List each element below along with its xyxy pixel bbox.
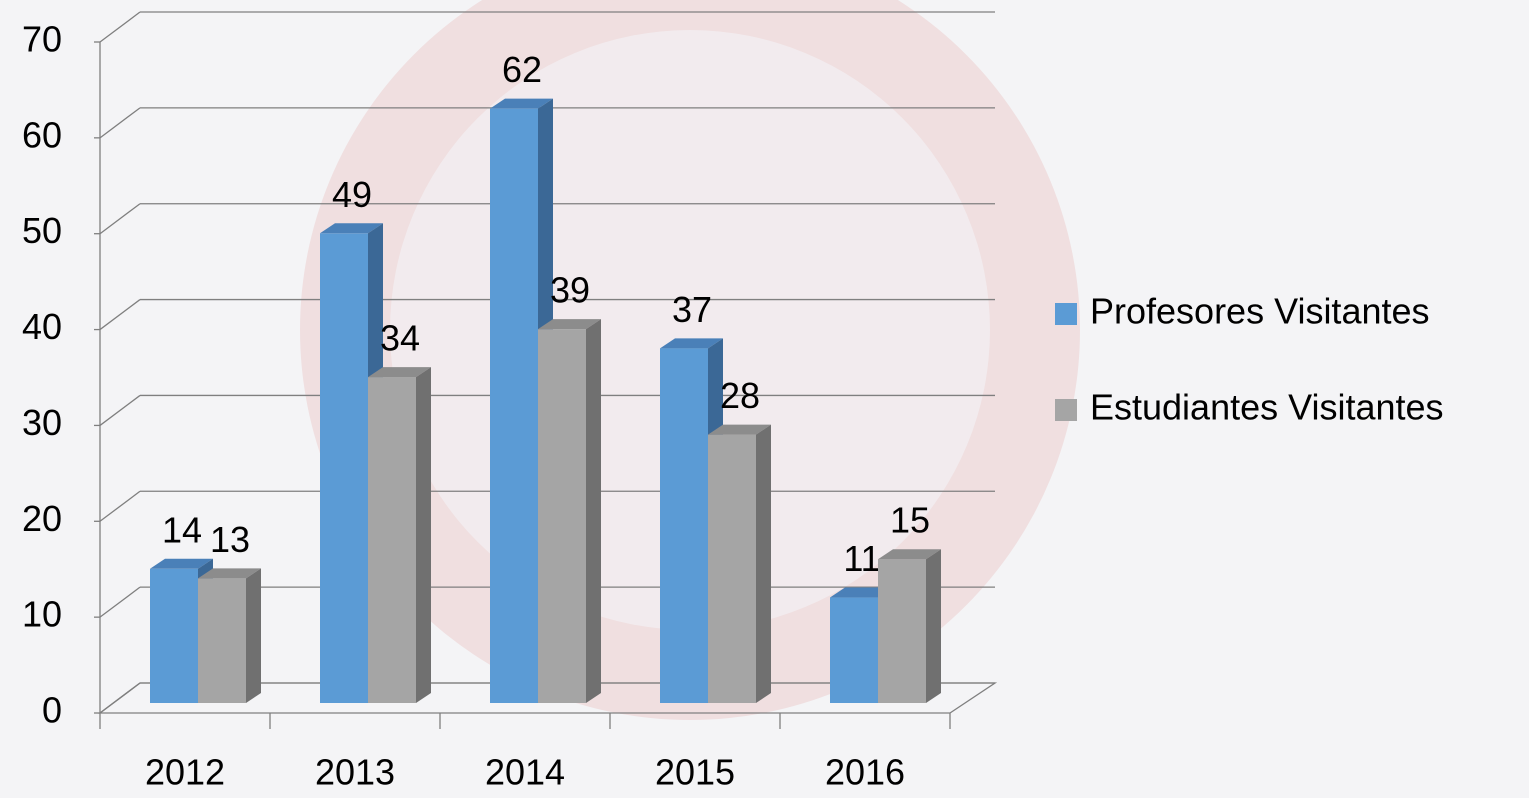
legend-swatch xyxy=(1055,303,1077,325)
x-tick-label: 2013 xyxy=(315,752,395,793)
x-tick-label: 2016 xyxy=(825,752,905,793)
legend-label: Profesores Visitantes xyxy=(1090,291,1430,332)
y-tick-label: 30 xyxy=(22,402,62,443)
bar-face xyxy=(368,377,416,703)
legend-swatch xyxy=(1055,399,1077,421)
bar-face xyxy=(878,549,941,560)
bar-face xyxy=(708,434,756,703)
bar xyxy=(538,319,601,703)
bar-face xyxy=(586,319,601,703)
data-label: 14 xyxy=(162,509,202,550)
bar-face xyxy=(320,223,383,234)
grid-line-side xyxy=(99,682,141,714)
grid-line-side xyxy=(99,490,141,522)
bar-face xyxy=(878,559,926,703)
y-tick-label: 20 xyxy=(22,498,62,539)
bar-face xyxy=(246,568,261,703)
grid-line-side xyxy=(99,586,141,618)
data-label: 15 xyxy=(890,500,930,541)
grid-line-side xyxy=(99,394,141,426)
y-tick-label: 50 xyxy=(22,210,62,251)
legend-label: Estudiantes Visitantes xyxy=(1090,387,1444,428)
x-tick-label: 2015 xyxy=(655,752,735,793)
bar-face xyxy=(198,578,246,703)
bar-face xyxy=(198,568,261,579)
bar xyxy=(198,568,261,703)
grid-line-side xyxy=(99,299,141,331)
bar xyxy=(708,424,771,703)
y-tick-label: 60 xyxy=(22,114,62,155)
bar xyxy=(368,367,431,703)
bar-face xyxy=(660,338,723,349)
bar-face xyxy=(416,367,431,703)
grid-line-side xyxy=(99,11,141,43)
data-label: 62 xyxy=(502,49,542,90)
data-label: 13 xyxy=(210,519,250,560)
bar-face xyxy=(150,568,198,703)
data-label: 37 xyxy=(672,289,712,330)
bar-face xyxy=(490,108,538,703)
bar-face xyxy=(756,424,771,703)
bar-face xyxy=(830,587,893,598)
bar-face xyxy=(660,348,708,703)
bar-face xyxy=(830,597,878,703)
data-label: 39 xyxy=(550,270,590,311)
x-tick-label: 2012 xyxy=(145,752,225,793)
y-tick-label: 40 xyxy=(22,306,62,347)
bar xyxy=(878,549,941,703)
data-label: 28 xyxy=(720,375,760,416)
y-tick-label: 10 xyxy=(22,594,62,635)
data-label: 11 xyxy=(843,538,880,579)
bar-face xyxy=(490,98,553,109)
bar-face xyxy=(368,367,431,378)
x-tick-label: 2014 xyxy=(485,752,565,793)
data-label: 34 xyxy=(380,318,420,359)
grid-line-side xyxy=(99,203,141,235)
data-label: 49 xyxy=(332,174,372,215)
bar-face xyxy=(538,319,601,330)
y-tick-label: 70 xyxy=(22,19,62,60)
bar-face xyxy=(538,329,586,703)
grid-line-side xyxy=(99,107,141,139)
y-tick-label: 0 xyxy=(42,690,62,731)
bar-face xyxy=(926,549,941,703)
bar-face xyxy=(320,233,368,704)
bar-face xyxy=(150,558,213,569)
bar-face xyxy=(708,424,771,435)
